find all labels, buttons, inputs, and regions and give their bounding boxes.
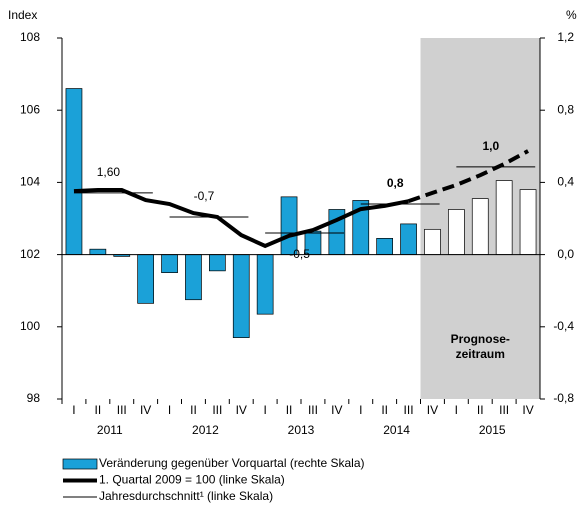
y2-tick-label: 0,4 — [557, 175, 574, 189]
year-label: 2013 — [288, 423, 315, 437]
legend-label: 1. Quartal 2009 = 100 (linke Skala) — [99, 473, 285, 487]
y-tick-label: 100 — [20, 319, 40, 333]
bar — [161, 254, 178, 274]
x-tick-label: II — [381, 403, 388, 417]
year-label: 2015 — [479, 423, 506, 437]
x-tick-label: IV — [236, 403, 247, 417]
bar — [137, 254, 154, 304]
annual-label: 1,0 — [482, 139, 499, 153]
x-tick-label: I — [263, 403, 266, 417]
x-tick-label: I — [455, 403, 458, 417]
y2-tick-label: 1,2 — [557, 30, 574, 44]
year-label: 2011 — [97, 423, 123, 437]
x-tick-label: II — [95, 403, 102, 417]
bar — [424, 228, 441, 255]
x-tick-label: IV — [427, 403, 438, 417]
annual-label: -0,7 — [194, 189, 215, 203]
bar — [519, 189, 537, 255]
year-label: 2012 — [192, 423, 219, 437]
bar — [185, 254, 202, 301]
y2-tick-label: -0,4 — [553, 319, 574, 333]
x-tick-label: II — [190, 403, 197, 417]
bar — [89, 248, 107, 255]
bar — [65, 88, 83, 255]
x-tick-label: IV — [140, 403, 151, 417]
x-tick-label: III — [308, 403, 318, 417]
x-tick-label: III — [117, 403, 127, 417]
x-tick-label: IV — [522, 403, 533, 417]
y-tick-label: 98 — [27, 391, 41, 405]
x-tick-label: II — [286, 403, 293, 417]
y-tick-label: 104 — [20, 175, 40, 189]
legend-label: Veränderung gegenüber Vorquartal (rechte… — [99, 456, 365, 470]
bar — [376, 238, 393, 255]
x-tick-label: III — [499, 403, 509, 417]
x-tick-label: I — [72, 403, 75, 417]
annual-label: 0,8 — [387, 176, 404, 190]
index-line — [407, 149, 530, 204]
forecast-label: zeitraum — [456, 347, 505, 361]
x-tick-label: IV — [331, 403, 342, 417]
x-tick-label: I — [359, 403, 362, 417]
y2-tick-label: 0,0 — [557, 247, 574, 261]
bar — [495, 180, 513, 255]
x-tick-label: III — [212, 403, 222, 417]
bar — [471, 198, 489, 255]
bar — [256, 254, 274, 315]
legend-swatch — [62, 458, 98, 470]
forecast-label: Prognose- — [451, 332, 510, 346]
x-tick-label: I — [168, 403, 171, 417]
y-axis-title: Index — [8, 8, 37, 22]
x-tick-label: II — [477, 403, 484, 417]
legend-label: Jahresdurchschnitt¹ (linke Skala) — [99, 489, 273, 503]
annual-label: 1,60 — [97, 165, 121, 179]
bar — [280, 196, 298, 255]
bar — [232, 254, 250, 338]
bar — [448, 209, 465, 255]
bar — [400, 223, 417, 255]
y2-tick-label: 0,8 — [557, 102, 574, 116]
bar — [209, 254, 226, 272]
y-tick-label: 102 — [20, 247, 40, 261]
x-tick-label: III — [404, 403, 414, 417]
y-tick-label: 108 — [20, 30, 40, 44]
y-tick-label: 106 — [20, 102, 40, 116]
y2-tick-label: -0,8 — [553, 391, 574, 405]
y2-axis-title: % — [566, 8, 577, 22]
year-label: 2014 — [383, 423, 410, 437]
